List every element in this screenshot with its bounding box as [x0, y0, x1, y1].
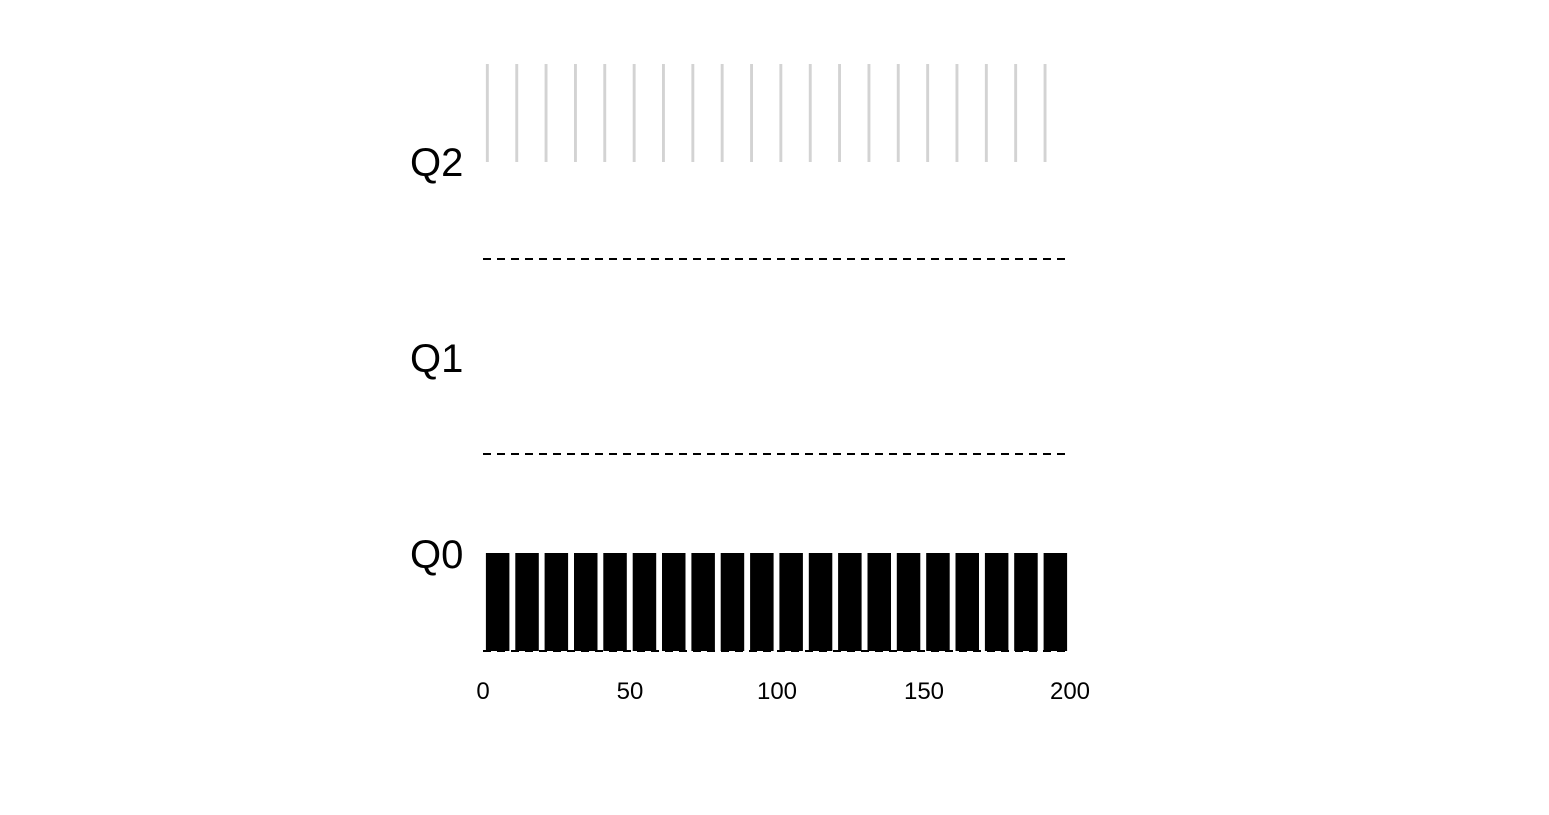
bar-q0	[955, 553, 979, 651]
bar-q0	[1014, 553, 1038, 651]
queue-dividers	[483, 258, 1070, 652]
bar-q2	[926, 64, 930, 162]
x-tick-label: 150	[904, 678, 944, 705]
bar-q0	[632, 553, 657, 651]
bars-layer	[485, 64, 1068, 651]
bar-q0	[808, 553, 833, 651]
bar-q0	[1043, 553, 1068, 651]
bar-q2	[662, 64, 665, 162]
bar-q2	[838, 64, 841, 162]
bar-q2	[574, 64, 577, 162]
bar-q0	[779, 553, 803, 651]
bar-q2	[515, 64, 519, 162]
x-tick-label: 50	[617, 678, 644, 705]
bar-q2	[779, 64, 783, 162]
bar-q0	[926, 553, 950, 651]
bar-q0	[544, 553, 569, 651]
queue-label-q1: Q1	[410, 337, 463, 381]
bar-q2	[1043, 64, 1047, 162]
bar-q0	[720, 553, 745, 651]
bar-q2	[896, 64, 900, 162]
bar-q2	[720, 64, 724, 162]
bar-q0	[485, 553, 510, 651]
x-tick-label: 200	[1050, 678, 1090, 705]
bar-q0	[515, 553, 539, 651]
queue-label-q0: Q0	[410, 533, 463, 577]
bar-q2	[867, 64, 871, 162]
bar-q2	[750, 64, 753, 162]
x-tick-label: 100	[757, 678, 797, 705]
bar-q0	[662, 553, 686, 651]
queue-label-q2: Q2	[410, 141, 463, 185]
bar-q2	[603, 64, 607, 162]
bar-q0	[984, 553, 1009, 651]
bar-q0	[750, 553, 774, 651]
bar-q2	[485, 64, 489, 162]
x-axis-ticks: 0 50 100 150 200	[476, 678, 1090, 705]
bar-q0	[574, 553, 598, 651]
bar-q2	[1014, 64, 1018, 162]
bar-q2	[984, 64, 988, 162]
bar-q0	[838, 553, 862, 651]
bar-q0	[691, 553, 715, 651]
bar-q2	[544, 64, 548, 162]
bar-q0	[896, 553, 921, 651]
x-tick-label: 0	[476, 678, 489, 705]
bar-q0	[867, 553, 891, 651]
bar-q2	[691, 64, 695, 162]
bar-q0	[603, 553, 627, 651]
bar-q2	[808, 64, 812, 162]
bar-q2	[632, 64, 636, 162]
bar-q2	[955, 64, 959, 162]
